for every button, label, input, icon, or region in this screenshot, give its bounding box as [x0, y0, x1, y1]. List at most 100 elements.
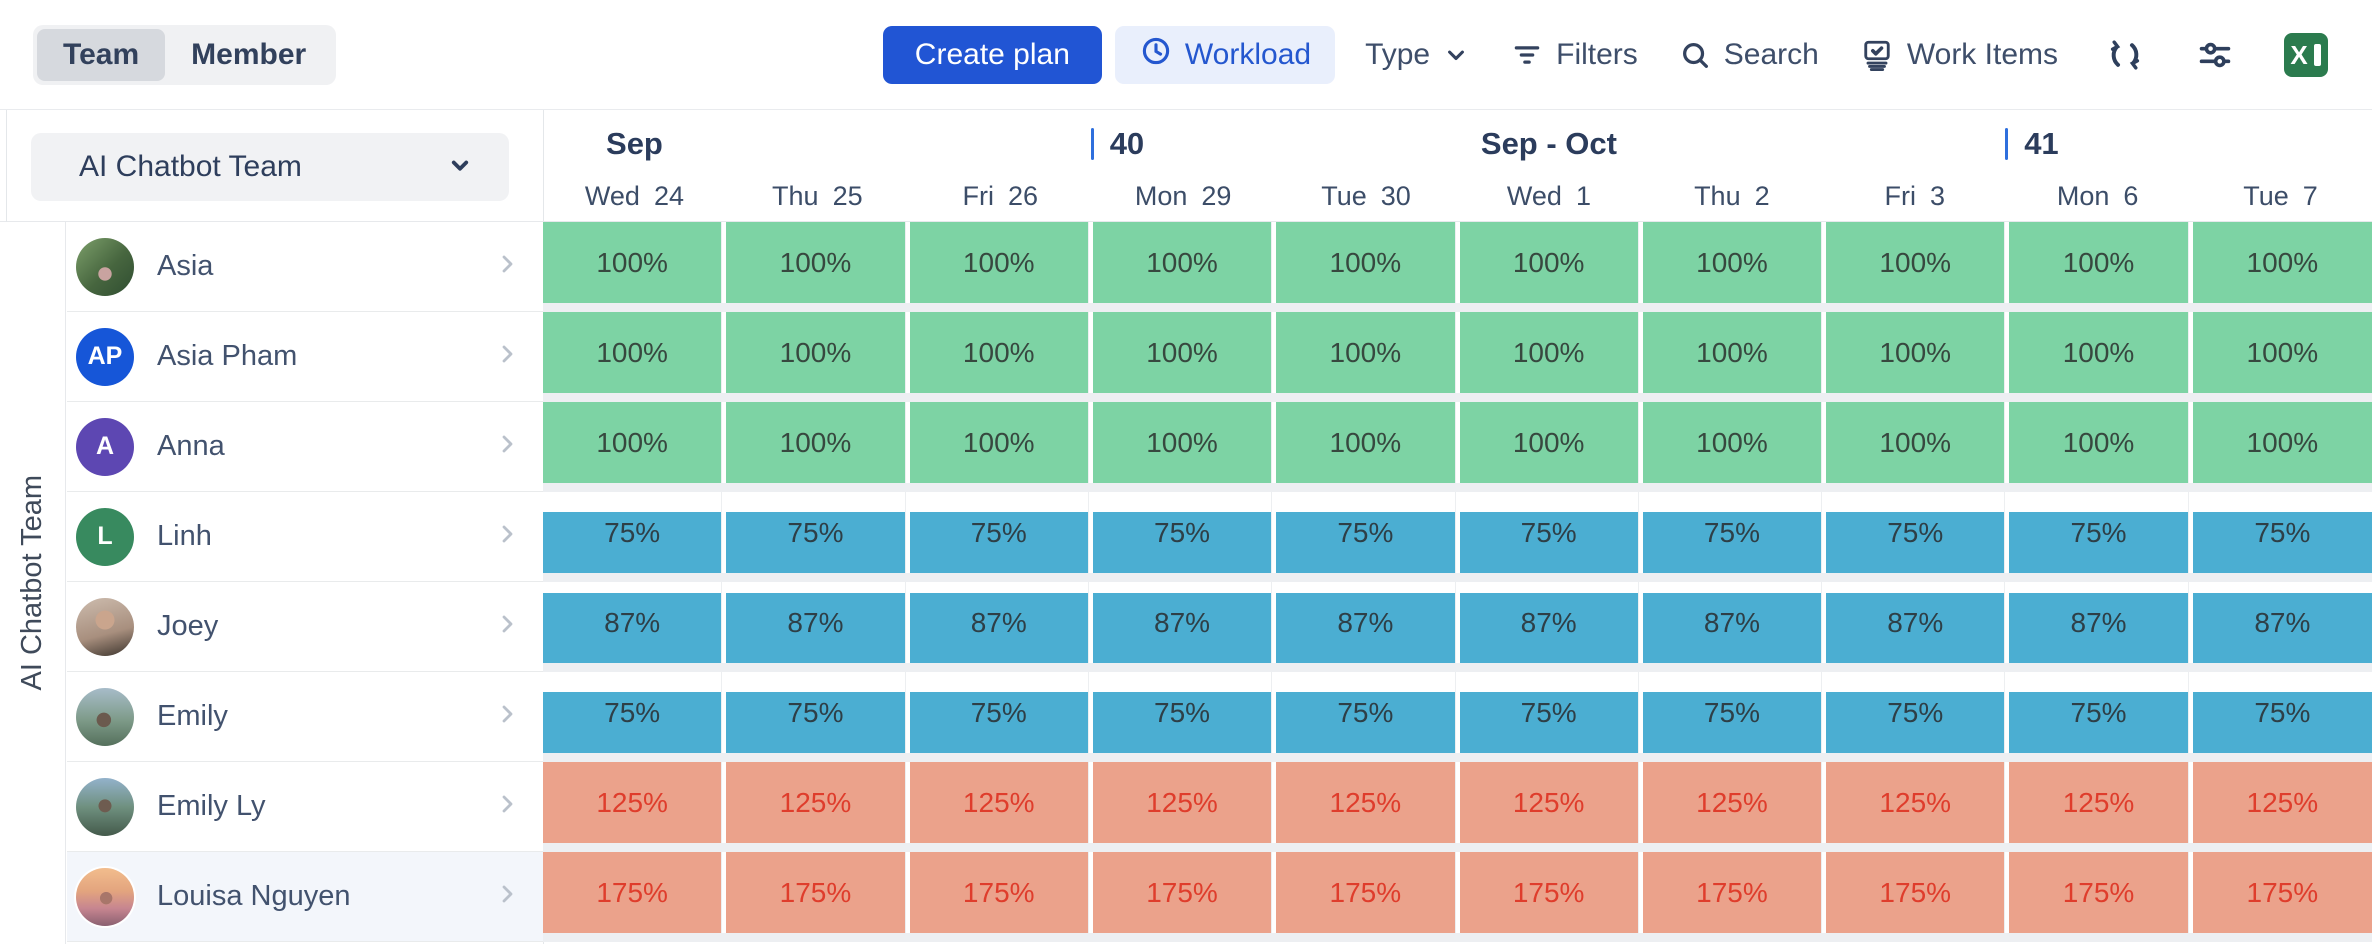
refresh-button[interactable]: [2106, 36, 2144, 74]
workload-cell[interactable]: 75%: [1276, 492, 1456, 573]
workload-cell[interactable]: 100%: [1092, 312, 1273, 393]
workload-cell[interactable]: 175%: [1459, 852, 1639, 933]
workload-cell[interactable]: 75%: [1642, 492, 1823, 573]
workload-cell[interactable]: 100%: [2009, 222, 2189, 303]
workload-cell[interactable]: 75%: [909, 672, 1089, 753]
chevron-right-icon[interactable]: [495, 342, 519, 371]
chevron-right-icon[interactable]: [495, 252, 519, 281]
workload-cell[interactable]: 100%: [2192, 402, 2372, 483]
workload-cell[interactable]: 100%: [1276, 402, 1456, 483]
member-row[interactable]: Asia: [67, 222, 543, 312]
workload-cell[interactable]: 75%: [2009, 672, 2189, 753]
workload-cell[interactable]: 100%: [2009, 312, 2189, 393]
workload-cell[interactable]: 100%: [543, 222, 723, 303]
workload-cell[interactable]: 100%: [1459, 402, 1639, 483]
type-dropdown[interactable]: Type: [1365, 38, 1470, 72]
workload-cell[interactable]: 75%: [2009, 492, 2189, 573]
workload-cell[interactable]: 87%: [726, 582, 906, 663]
workload-cell[interactable]: 100%: [726, 222, 906, 303]
workload-cell[interactable]: 125%: [2009, 762, 2189, 843]
workload-cell[interactable]: 87%: [1276, 582, 1456, 663]
work-items-button[interactable]: Work Items: [1859, 37, 2058, 73]
workload-cell[interactable]: 75%: [1276, 672, 1456, 753]
workload-cell[interactable]: 100%: [726, 312, 906, 393]
workload-cell[interactable]: 175%: [1826, 852, 2006, 933]
chevron-right-icon[interactable]: [495, 882, 519, 911]
toggle-team-button[interactable]: Team: [37, 28, 166, 81]
team-selector[interactable]: AI Chatbot Team: [31, 133, 509, 201]
workload-cell[interactable]: 100%: [2192, 222, 2372, 303]
workload-cell[interactable]: 75%: [543, 492, 723, 573]
member-row[interactable]: Louisa Nguyen: [67, 852, 543, 942]
workload-cell[interactable]: 100%: [1276, 312, 1456, 393]
workload-cell[interactable]: 100%: [2192, 312, 2372, 393]
workload-cell[interactable]: 125%: [726, 762, 906, 843]
workload-cell[interactable]: 125%: [1459, 762, 1639, 843]
workload-cell[interactable]: 175%: [1642, 852, 1823, 933]
workload-cell[interactable]: 87%: [1826, 582, 2006, 663]
workload-cell[interactable]: 75%: [1092, 492, 1273, 573]
workload-cell[interactable]: 100%: [909, 402, 1089, 483]
filters-button[interactable]: Filters: [1510, 38, 1638, 72]
member-row[interactable]: Joey: [67, 582, 543, 672]
workload-cell[interactable]: 75%: [543, 672, 723, 753]
workload-cell[interactable]: 100%: [1092, 222, 1273, 303]
workload-cell[interactable]: 75%: [1826, 672, 2006, 753]
workload-cell[interactable]: 100%: [1642, 402, 1823, 483]
workload-cell[interactable]: 125%: [909, 762, 1089, 843]
workload-cell[interactable]: 75%: [1459, 492, 1639, 573]
workload-cell[interactable]: 175%: [543, 852, 723, 933]
workload-cell[interactable]: 125%: [543, 762, 723, 843]
workload-cell[interactable]: 100%: [1459, 312, 1639, 393]
workload-cell[interactable]: 75%: [1642, 672, 1823, 753]
workload-cell[interactable]: 100%: [543, 312, 723, 393]
chevron-right-icon[interactable]: [495, 432, 519, 461]
chevron-right-icon[interactable]: [495, 792, 519, 821]
settings-sliders-button[interactable]: [2196, 36, 2234, 74]
workload-cell[interactable]: 75%: [1459, 672, 1639, 753]
create-plan-button[interactable]: Create plan: [882, 25, 1102, 84]
workload-cell[interactable]: 75%: [909, 492, 1089, 573]
workload-cell[interactable]: 125%: [1826, 762, 2006, 843]
workload-cell[interactable]: 87%: [1092, 582, 1273, 663]
workload-cell[interactable]: 100%: [909, 222, 1089, 303]
member-row[interactable]: L Linh: [67, 492, 543, 582]
workload-cell[interactable]: 100%: [1642, 222, 1823, 303]
workload-cell[interactable]: 100%: [1642, 312, 1823, 393]
workload-cell[interactable]: 125%: [2192, 762, 2372, 843]
member-row[interactable]: Emily: [67, 672, 543, 762]
workload-chip[interactable]: Workload: [1114, 25, 1336, 84]
workload-cell[interactable]: 87%: [1642, 582, 1823, 663]
workload-cell[interactable]: 87%: [2009, 582, 2189, 663]
workload-cell[interactable]: 100%: [1276, 222, 1456, 303]
workload-cell[interactable]: 87%: [2192, 582, 2372, 663]
member-row[interactable]: Emily Ly: [67, 762, 543, 852]
workload-cell[interactable]: 125%: [1642, 762, 1823, 843]
member-row[interactable]: A Anna: [67, 402, 543, 492]
chevron-right-icon[interactable]: [495, 702, 519, 731]
workload-cell[interactable]: 100%: [1092, 402, 1273, 483]
workload-cell[interactable]: 175%: [909, 852, 1089, 933]
workload-cell[interactable]: 75%: [726, 492, 906, 573]
chevron-right-icon[interactable]: [495, 522, 519, 551]
workload-cell[interactable]: 100%: [1459, 222, 1639, 303]
workload-cell[interactable]: 100%: [1826, 312, 2006, 393]
search-button[interactable]: Search: [1678, 38, 1819, 72]
workload-cell[interactable]: 100%: [1826, 222, 2006, 303]
workload-cell[interactable]: 87%: [1459, 582, 1639, 663]
workload-cell[interactable]: 175%: [2009, 852, 2189, 933]
workload-cell[interactable]: 125%: [1092, 762, 1273, 843]
workload-cell[interactable]: 100%: [2009, 402, 2189, 483]
workload-cell[interactable]: 87%: [543, 582, 723, 663]
workload-cell[interactable]: 75%: [2192, 672, 2372, 753]
workload-cell[interactable]: 125%: [1276, 762, 1456, 843]
workload-cell[interactable]: 75%: [2192, 492, 2372, 573]
workload-cell[interactable]: 100%: [543, 402, 723, 483]
workload-cell[interactable]: 175%: [1276, 852, 1456, 933]
workload-cell[interactable]: 87%: [909, 582, 1089, 663]
chevron-right-icon[interactable]: [495, 612, 519, 641]
workload-cell[interactable]: 175%: [2192, 852, 2372, 933]
export-excel-button[interactable]: X: [2282, 31, 2330, 79]
workload-cell[interactable]: 175%: [1092, 852, 1273, 933]
workload-cell[interactable]: 100%: [1826, 402, 2006, 483]
